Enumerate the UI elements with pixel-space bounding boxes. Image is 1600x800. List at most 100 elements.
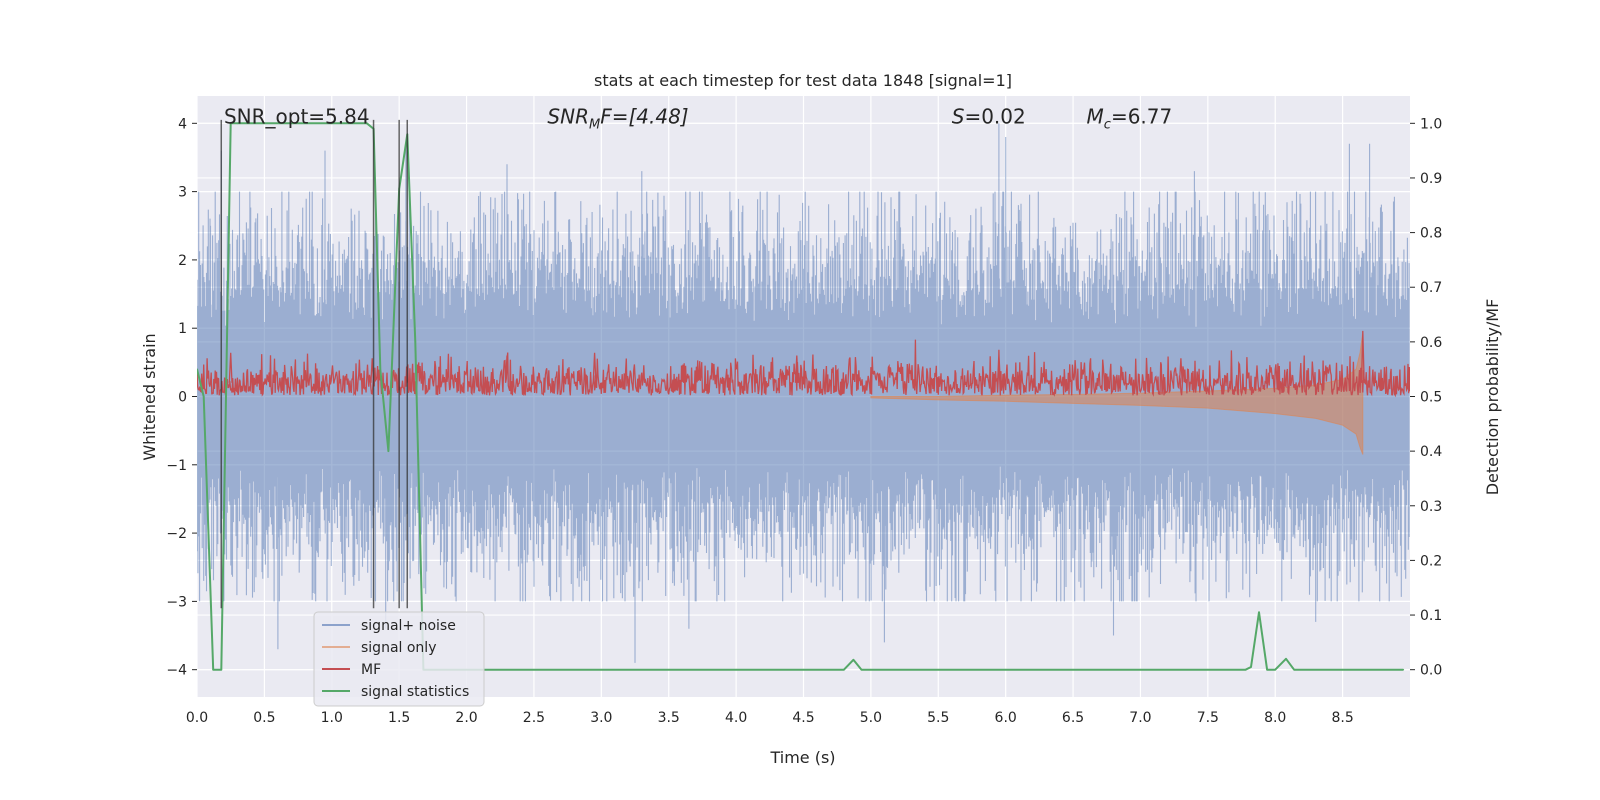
- x-tick-label-6: 3.0: [590, 710, 612, 726]
- signal-statistics-point-6: [263, 122, 266, 125]
- y-left-tick-label-0: −4: [166, 663, 187, 679]
- y-right-axis-ticks: 0.0 0.1 0.2 0.3 0.4 0.5 0.6 0.7 0.8 0.9 1.0: [1410, 116, 1442, 679]
- y-right-tick-label-8: 0.8: [1420, 226, 1442, 242]
- annotation-mc-subscript: c: [1104, 117, 1111, 132]
- y-right-tick-label-9: 0.9: [1420, 171, 1442, 187]
- y-left-tick-label-2: −2: [166, 526, 187, 542]
- y-left-axis-ticks: −4 −3 −2 −1 0 1 2 3 4: [166, 116, 197, 679]
- annotation-s: S=0.02: [952, 104, 1026, 128]
- x-tick-label-11: 5.5: [927, 710, 949, 726]
- series-signal-only-band: [870, 331, 1364, 455]
- x-tick-label-7: 3.5: [658, 710, 680, 726]
- signal-statistics-point-3: [220, 668, 223, 671]
- x-tick-label-13: 6.5: [1062, 710, 1084, 726]
- series-mf-line: [197, 330, 1410, 398]
- x-tick-label-15: 7.5: [1197, 710, 1219, 726]
- annotation-snr-opt: SNR_opt=5.84: [224, 104, 370, 128]
- x-tick-label-12: 6.0: [995, 710, 1017, 726]
- y-right-axis-label: Detection probability/MF: [1483, 299, 1502, 496]
- x-tick-label-16: 8.0: [1264, 710, 1286, 726]
- legend-label-signal-only: signal only: [361, 640, 436, 656]
- y-left-tick-label-7: 3: [178, 185, 187, 201]
- y-right-tick-label-3: 0.3: [1420, 499, 1442, 515]
- y-right-tick-label-7: 0.7: [1420, 280, 1442, 296]
- signal-statistics-point-2: [212, 668, 214, 671]
- signal-statistics-point-0: [197, 368, 198, 370]
- y-left-tick-label-8: 4: [178, 116, 187, 132]
- signal-only-series: [870, 331, 1364, 455]
- x-tick-label-10: 5.0: [860, 710, 882, 726]
- signal-statistics-point-36: [1402, 668, 1405, 671]
- legend-label-signal-noise: signal+ noise: [361, 618, 456, 634]
- x-tick-label-14: 7.0: [1129, 710, 1151, 726]
- legend-label-signal-statistics: signal statistics: [361, 684, 469, 700]
- signal-statistics-point-31: [1266, 668, 1268, 671]
- y-left-tick-label-1: −3: [166, 594, 187, 610]
- y-left-tick-label-6: 2: [178, 253, 187, 269]
- x-tick-label-2: 1.0: [321, 710, 343, 726]
- annotation-snr-mf-value: F=[4.48]: [600, 104, 688, 128]
- signal-statistics-point-23: [860, 668, 863, 671]
- signal-statistics-point-28: [1244, 668, 1247, 671]
- x-axis-ticks: 0.0 0.5 1.0 1.5 2.0 2.5 3.0 3.5 4.0 4.5 5.0 5.5 6.0 6…: [186, 710, 1354, 726]
- x-axis-label: Time (s): [769, 748, 835, 767]
- signal-statistics-point-1: [202, 395, 205, 398]
- annotation-snr-mf-symbol: SNR: [547, 104, 589, 128]
- legend-box: [313, 611, 485, 707]
- signal-statistics-point-11: [387, 450, 390, 452]
- signal-statistics-point-21: [843, 668, 845, 671]
- signal-statistics-point-5: [236, 122, 239, 125]
- annotation-mc: Mc=6.77: [1087, 104, 1173, 132]
- signal-statistics-point-22: [852, 659, 855, 661]
- signal-statistics-point-27: [1207, 668, 1209, 671]
- y-right-tick-label-4: 0.4: [1420, 444, 1442, 460]
- chart-title: stats at each timestep for test data 184…: [594, 71, 1012, 90]
- signal-statistics-point-25: [1004, 668, 1007, 671]
- x-tick-label-9: 4.5: [792, 710, 814, 726]
- annotation-snr-mf-subscript: M: [589, 117, 600, 132]
- y-left-tick-label-4: 0: [178, 390, 187, 406]
- x-tick-label-17: 8.5: [1331, 710, 1353, 726]
- y-right-tick-label-1: 0.1: [1420, 608, 1442, 624]
- y-left-tick-label-5: 1: [178, 321, 187, 337]
- legend-label-mf: MF: [361, 662, 381, 678]
- signal-statistics-point-35: [1341, 668, 1344, 671]
- x-tick-label-4: 2.0: [455, 710, 477, 726]
- signal-statistics-point-18: [600, 668, 603, 671]
- y-left-tick-label-3: −1: [166, 458, 187, 474]
- signal-statistics-point-4: [229, 122, 232, 125]
- annotation-snr-mf: SNRMF=[4.48]: [547, 104, 688, 132]
- mf-series: [197, 330, 1410, 398]
- vertical-markers: [220, 119, 409, 609]
- signal-statistics-point-34: [1293, 668, 1295, 671]
- signal-statistics-point-29: [1250, 666, 1252, 668]
- signal-statistics-point-14: [414, 341, 417, 343]
- y-left-axis-label: Whitened strain: [140, 333, 159, 460]
- signal-statistics-point-32: [1274, 668, 1277, 671]
- plot-content: [197, 119, 1410, 671]
- signal-statistics-point-8: [366, 122, 368, 125]
- y-right-tick-label-0: 0.0: [1420, 663, 1442, 679]
- annotations: SNR_opt=5.84 SNRMF=[4.48] S=0.02 Mc=6.77: [224, 104, 1172, 132]
- y-right-tick-label-10: 1.0: [1420, 116, 1442, 132]
- annotation-mc-symbol: M: [1087, 104, 1104, 128]
- x-tick-label-0: 0.0: [186, 710, 208, 726]
- signal-statistics-point-19: [735, 668, 737, 671]
- signal-statistics-point-20: [802, 668, 805, 671]
- legend: signal+ noise signal only MF signal stat…: [313, 611, 485, 707]
- signal-statistics-point-30: [1258, 611, 1260, 614]
- y-right-tick-label-6: 0.6: [1420, 335, 1442, 351]
- x-tick-label-1: 0.5: [253, 710, 275, 726]
- signal-statistics-point-24: [870, 668, 872, 671]
- x-tick-label-8: 4.0: [725, 710, 747, 726]
- y-right-tick-label-5: 0.5: [1420, 390, 1442, 406]
- signal-statistics-point-10: [379, 368, 382, 370]
- annotation-s-value: =0.02: [964, 104, 1025, 128]
- y-right-tick-label-2: 0.2: [1420, 553, 1442, 569]
- annotation-s-symbol: S: [952, 104, 965, 128]
- x-tick-label-3: 1.5: [388, 710, 410, 726]
- annotation-mc-value: =6.77: [1111, 104, 1172, 128]
- signal-statistics-point-7: [330, 122, 333, 125]
- signal-statistics-point-33: [1285, 657, 1287, 660]
